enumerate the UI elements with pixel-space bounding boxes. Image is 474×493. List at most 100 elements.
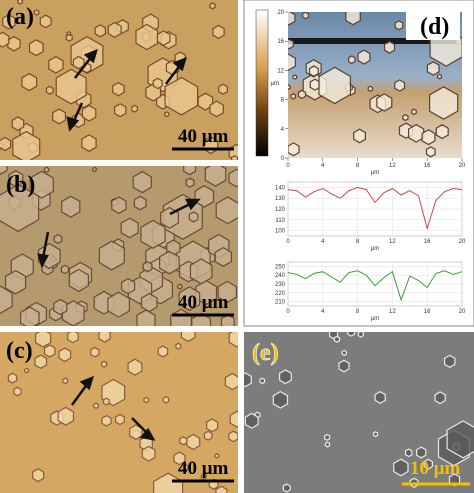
- x-axis-label: μm: [371, 316, 379, 322]
- y-tick-label: 4: [281, 127, 285, 133]
- x-tick-label: 0: [286, 239, 290, 245]
- crystal: [58, 347, 72, 363]
- crystal: [57, 406, 75, 426]
- panel-label: (e): [252, 340, 279, 366]
- crystal: [120, 278, 136, 295]
- y-tick-label: 20: [277, 10, 284, 16]
- crystals: [0, 166, 238, 326]
- crystal: [214, 452, 220, 459]
- colorbar: [255, 9, 269, 157]
- crystal: [173, 451, 186, 466]
- crystal: [367, 85, 374, 92]
- crystal: [206, 418, 219, 433]
- crystal: [107, 21, 122, 38]
- crystal: [318, 66, 351, 105]
- crystal: [141, 445, 156, 462]
- crystal: [183, 464, 189, 471]
- crystal: [65, 33, 73, 42]
- crystal: [338, 359, 350, 373]
- crystal: [203, 430, 213, 441]
- crystal: [282, 483, 291, 493]
- crystal: [53, 233, 63, 245]
- crystal: [292, 74, 298, 80]
- crystal: [140, 219, 166, 249]
- crystal: [136, 309, 156, 326]
- crystal: [189, 258, 213, 285]
- crystal: [357, 49, 371, 65]
- crystal: [4, 269, 27, 295]
- crystal: [185, 177, 195, 188]
- crystal: [107, 291, 130, 318]
- crystal: [43, 166, 50, 173]
- crystal: [411, 108, 417, 116]
- crystal: [98, 332, 111, 343]
- crystal: [423, 458, 433, 470]
- scale-bar-label: 40 μm: [178, 126, 229, 147]
- crystal: [416, 446, 427, 459]
- crystal: [297, 89, 307, 100]
- sem-image: [244, 332, 474, 493]
- profile-line: [287, 270, 463, 302]
- y-tick-label: 8: [281, 98, 285, 104]
- crystal: [132, 170, 152, 194]
- crystal: [11, 116, 25, 131]
- crystal: [308, 65, 319, 77]
- crystal: [61, 195, 81, 218]
- y-tick-label: 110: [275, 218, 285, 224]
- x-tick-label: 8: [356, 309, 360, 315]
- y-tick-label: 16: [277, 39, 284, 45]
- crystal: [140, 292, 158, 313]
- arrows: [37, 48, 201, 441]
- x-tick-label: 20: [459, 239, 466, 245]
- crystal: [209, 100, 224, 118]
- crystal: [200, 473, 207, 481]
- crystal: [288, 53, 296, 71]
- y-tick-label: 250: [275, 264, 286, 270]
- crystal: [324, 433, 331, 441]
- afm-stripe: [288, 38, 462, 44]
- x-tick-label: 4: [321, 163, 325, 169]
- crystal: [229, 410, 238, 428]
- crystal: [180, 332, 196, 343]
- crystal: [228, 332, 238, 348]
- crystal: [347, 332, 356, 337]
- crystal: [333, 335, 341, 343]
- y-tick-label: 100: [275, 229, 286, 235]
- crystal: [212, 24, 225, 40]
- crystal: [244, 412, 259, 429]
- crystal: [214, 246, 232, 267]
- crystal: [215, 485, 228, 493]
- crystal: [32, 468, 45, 483]
- crystal: [53, 298, 68, 316]
- x-tick-label: 0: [286, 163, 290, 169]
- crystal: [345, 12, 361, 26]
- y-tick-label: 240: [275, 273, 286, 279]
- crystal: [113, 103, 127, 118]
- crystal: [228, 168, 238, 188]
- crystal: [17, 0, 23, 5]
- x-tick-label: 12: [389, 163, 396, 169]
- crystal: [0, 285, 13, 314]
- scale-bar-label: 10 μm: [410, 458, 461, 479]
- crystal: [68, 268, 90, 293]
- crystal: [12, 130, 41, 160]
- y-tick-label: 12: [277, 68, 284, 74]
- crystal: [408, 123, 425, 143]
- crystal: [437, 73, 443, 80]
- crystal: [383, 40, 396, 54]
- crystal: [120, 217, 139, 239]
- y-axis-label: μm: [271, 81, 279, 87]
- crystal: [43, 344, 56, 358]
- crystal: [421, 129, 436, 146]
- crystal: [394, 79, 406, 92]
- crystal: [426, 61, 440, 76]
- crystal: [164, 76, 199, 116]
- crystal: [228, 430, 238, 443]
- scale-bar-label: 40 μm: [178, 458, 229, 479]
- crystal: [404, 448, 413, 458]
- crystal: [224, 372, 238, 391]
- crystal: [324, 441, 331, 448]
- crystal: [444, 354, 456, 368]
- crystal: [157, 345, 169, 358]
